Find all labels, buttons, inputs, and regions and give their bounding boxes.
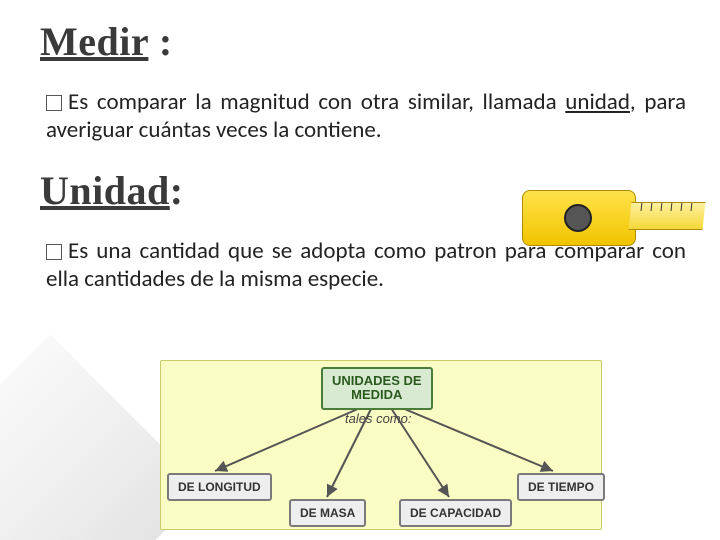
heading-medir: Medir : <box>40 18 688 65</box>
lead-es-1: Es <box>68 88 88 116</box>
paragraph-medir: Es comparar la magnitud con otra similar… <box>46 88 686 144</box>
tape-blade-icon <box>629 202 706 230</box>
tape-hub-icon <box>564 204 592 232</box>
heading-unidad-text: Unidad <box>40 168 170 213</box>
slide: Medir : Es comparar la magnitud con otra… <box>0 0 720 540</box>
heading-unidad-punct: : <box>170 168 184 213</box>
diagram-leaf-longitud: DE LONGITUD <box>167 473 272 501</box>
diagram-leaf-tiempo: DE TIEMPO <box>517 473 605 501</box>
checkbox-icon <box>46 244 62 260</box>
checkbox-icon <box>46 95 62 111</box>
diagram-root: UNIDADES DE MEDIDA <box>321 367 433 410</box>
lead-es-2: Es <box>68 237 88 265</box>
diagram-caption: tales como: <box>345 411 411 426</box>
diagram-leaf-masa: DE MASA <box>289 499 366 527</box>
heading-medir-text: Medir <box>40 19 148 64</box>
tape-measure-graphic <box>522 168 702 258</box>
medir-body-a: comparar la magnitud con otra similar, l… <box>88 88 565 116</box>
diagram-leaf-capacidad: DE CAPACIDAD <box>399 499 512 527</box>
heading-medir-punct: : <box>148 19 172 64</box>
units-diagram: UNIDADES DE MEDIDA tales como: DE LONGIT… <box>160 360 602 530</box>
medir-unidad-underlined: unidad <box>565 88 630 116</box>
